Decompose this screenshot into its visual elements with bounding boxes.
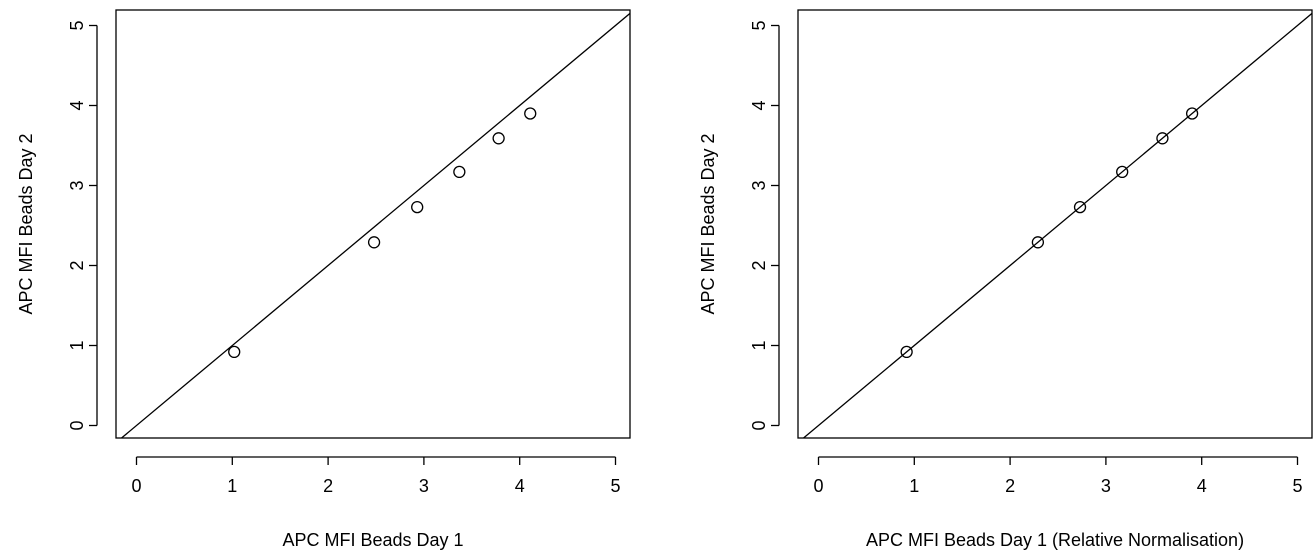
- y-tick-label: 0: [749, 420, 769, 430]
- x-tick-label: 4: [515, 476, 525, 496]
- data-point: [524, 107, 537, 120]
- x-tick-label: 5: [1292, 476, 1302, 496]
- x-axis-title: APC MFI Beads Day 1 (Relative Normalisat…: [866, 530, 1244, 550]
- y-tick-label: 3: [67, 180, 87, 190]
- data-point: [1116, 165, 1129, 179]
- chart-panel-2: 0 1 2 3 4 5 0 1 2 3 4 5 APC MFI Beads Day 1 (Relativ…: [698, 9, 1313, 550]
- data-point: [1185, 107, 1199, 120]
- data-point: [1156, 132, 1169, 145]
- data-point: [411, 200, 424, 214]
- y-tick-label: 1: [749, 340, 769, 350]
- identity-line: [120, 12, 630, 438]
- y-tick-label: 0: [67, 420, 87, 430]
- plot-frame: [115, 9, 631, 439]
- y-tick-label: 2: [67, 260, 87, 270]
- x-tick-label: 1: [909, 476, 919, 496]
- data-point: [1031, 236, 1045, 249]
- identity-line: [802, 12, 1312, 438]
- x-tick-label: 4: [1197, 476, 1207, 496]
- y-tick-label: 1: [67, 340, 87, 350]
- x-tick-label: 3: [1101, 476, 1111, 496]
- x-tick-label: 2: [323, 476, 333, 496]
- y-tick-label: 2: [749, 260, 769, 270]
- data-point: [367, 236, 381, 249]
- y-axis-title: APC MFI Beads Day 2: [698, 133, 718, 314]
- chart-panel-1: 0 1 2 3 4 5 0 1 2 3 4 5 APC MFI Beads Day 1 APC MFI B…: [16, 9, 631, 550]
- y-tick-label: 5: [67, 20, 87, 30]
- x-tick-label: 0: [131, 476, 141, 496]
- y-axis-title: APC MFI Beads Day 2: [16, 133, 36, 314]
- x-tick-label: 0: [813, 476, 823, 496]
- data-point: [900, 345, 913, 359]
- data-point: [453, 165, 466, 179]
- x-tick-label: 2: [1005, 476, 1015, 496]
- data-point: [228, 345, 241, 359]
- y-tick-label: 4: [749, 100, 769, 110]
- x-tick-label: 3: [419, 476, 429, 496]
- x-axis-title: APC MFI Beads Day 1: [282, 530, 463, 550]
- plot-frame: [797, 9, 1313, 439]
- y-tick-label: 3: [749, 180, 769, 190]
- y-tick-label: 5: [749, 20, 769, 30]
- y-tick-label: 4: [67, 100, 87, 110]
- data-point: [492, 132, 505, 145]
- data-point: [1073, 200, 1087, 214]
- x-tick-label: 1: [227, 476, 237, 496]
- x-tick-label: 5: [610, 476, 620, 496]
